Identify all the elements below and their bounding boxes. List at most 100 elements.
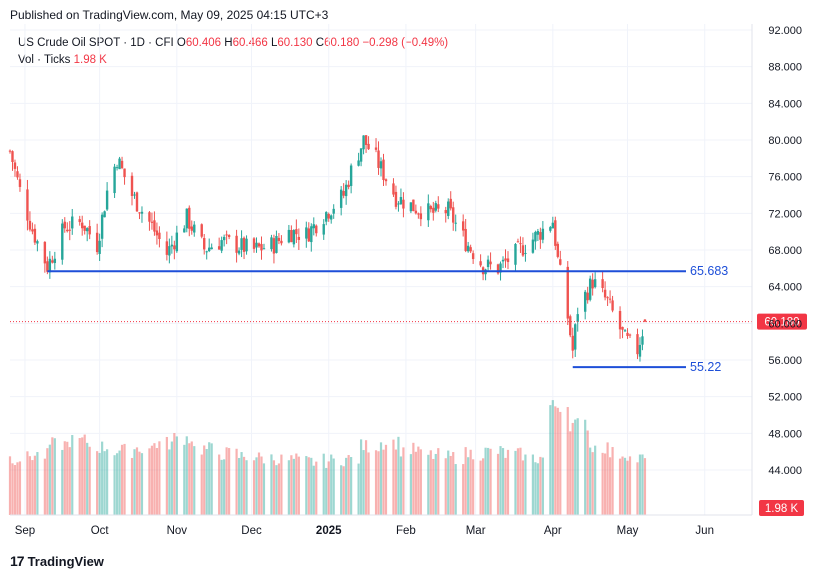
- candle-body: [427, 203, 430, 221]
- y-tick-label: 68.000: [768, 245, 802, 257]
- candle-body: [504, 258, 507, 261]
- candle-body: [200, 224, 203, 237]
- candle-body: [170, 244, 174, 247]
- candle-body: [235, 235, 238, 253]
- candle-body: [83, 225, 86, 231]
- candle-body: [66, 229, 69, 232]
- volume-bar: [571, 422, 574, 515]
- candle-body: [13, 162, 17, 169]
- high-label: H: [224, 37, 233, 49]
- volume-bar: [641, 454, 644, 515]
- volume-bar: [26, 451, 29, 515]
- candle-body: [175, 232, 179, 252]
- candle-body: [641, 336, 644, 345]
- candle-body: [16, 171, 19, 178]
- volume-bar: [636, 462, 639, 515]
- volume-bar: [257, 452, 261, 515]
- candle-body: [310, 226, 313, 243]
- candle-body: [347, 184, 350, 188]
- candle-body: [618, 311, 622, 330]
- y-tick-label: 80.000: [768, 135, 802, 147]
- volume-bar: [469, 449, 472, 515]
- volume-bar: [170, 441, 173, 515]
- x-tick-label: Sep: [15, 525, 35, 537]
- volume-bar: [305, 456, 308, 515]
- volume-bar: [499, 446, 502, 515]
- y-tick-label: 64.000: [768, 282, 802, 294]
- candle-body: [419, 213, 423, 220]
- candle-body: [479, 261, 482, 266]
- volume-bar: [606, 442, 609, 515]
- candle-body: [499, 263, 502, 273]
- candle-body: [608, 298, 612, 300]
- volume-bar: [556, 407, 559, 515]
- volume-bar: [190, 441, 193, 515]
- candle-body: [245, 238, 248, 252]
- candle-body: [588, 278, 592, 300]
- volume-bar: [429, 450, 432, 515]
- candle-body: [384, 179, 388, 182]
- volume-bar: [447, 450, 450, 515]
- last-price-tag: [757, 313, 807, 330]
- volume-bar: [345, 457, 348, 515]
- candle-body: [344, 184, 348, 197]
- candle-body: [402, 199, 405, 209]
- volume-bar: [359, 439, 363, 515]
- candle-body: [242, 237, 246, 252]
- open-value: 60.406: [185, 37, 222, 49]
- candle-body: [292, 230, 296, 245]
- candle-body: [524, 252, 527, 254]
- candle-body: [452, 207, 455, 223]
- candle-body: [514, 244, 517, 265]
- candle-body: [61, 223, 64, 260]
- candle-body: [118, 158, 121, 170]
- candle-body: [611, 300, 614, 311]
- volume-bar: [103, 451, 106, 515]
- volume-bar: [280, 454, 283, 515]
- candle-body: [566, 266, 569, 319]
- ohlc-row: US Crude Oil SPOT · 1D · CFI O60.406 H60…: [18, 35, 448, 52]
- candle-body: [205, 251, 208, 253]
- volume-bar: [185, 436, 188, 515]
- volume-bar: [462, 464, 465, 515]
- volume-bar: [347, 455, 350, 515]
- candle-body: [53, 258, 57, 264]
- candle-body: [521, 245, 525, 256]
- volume-bar: [586, 430, 589, 515]
- volume-bars: [8, 400, 647, 515]
- volume-bar: [106, 449, 109, 515]
- volume-bar: [290, 455, 293, 515]
- candle-body: [357, 160, 360, 166]
- volume-bar: [115, 453, 119, 515]
- candle-body: [257, 243, 261, 247]
- volume-bar: [83, 434, 86, 515]
- volume-bar: [489, 448, 492, 515]
- candle-body: [312, 224, 315, 229]
- candle-body: [275, 236, 278, 253]
- volume-bar: [168, 449, 171, 515]
- volume-bar: [228, 448, 231, 515]
- candle-body: [98, 240, 101, 254]
- volume-bar: [384, 444, 388, 515]
- volume-bar: [275, 465, 278, 515]
- candle-body: [486, 259, 490, 268]
- candle-body: [165, 241, 169, 255]
- candle-body: [444, 210, 447, 214]
- volume-bar: [307, 457, 310, 515]
- candle-body: [362, 135, 365, 150]
- candle-body: [188, 207, 191, 229]
- candle-body: [210, 247, 213, 250]
- volume-bar: [272, 460, 276, 515]
- tradingview-brand[interactable]: 17 TradingView: [10, 553, 104, 569]
- candle-body: [8, 150, 12, 152]
- volume-bar: [78, 438, 81, 515]
- candle-body: [307, 228, 310, 242]
- candle-body: [417, 213, 420, 215]
- candle-body: [120, 160, 124, 169]
- volume-bar: [417, 446, 420, 515]
- close-label: C: [315, 37, 325, 49]
- candle-body: [115, 167, 119, 169]
- candle-body: [359, 148, 363, 162]
- x-tick-label: May: [617, 525, 639, 537]
